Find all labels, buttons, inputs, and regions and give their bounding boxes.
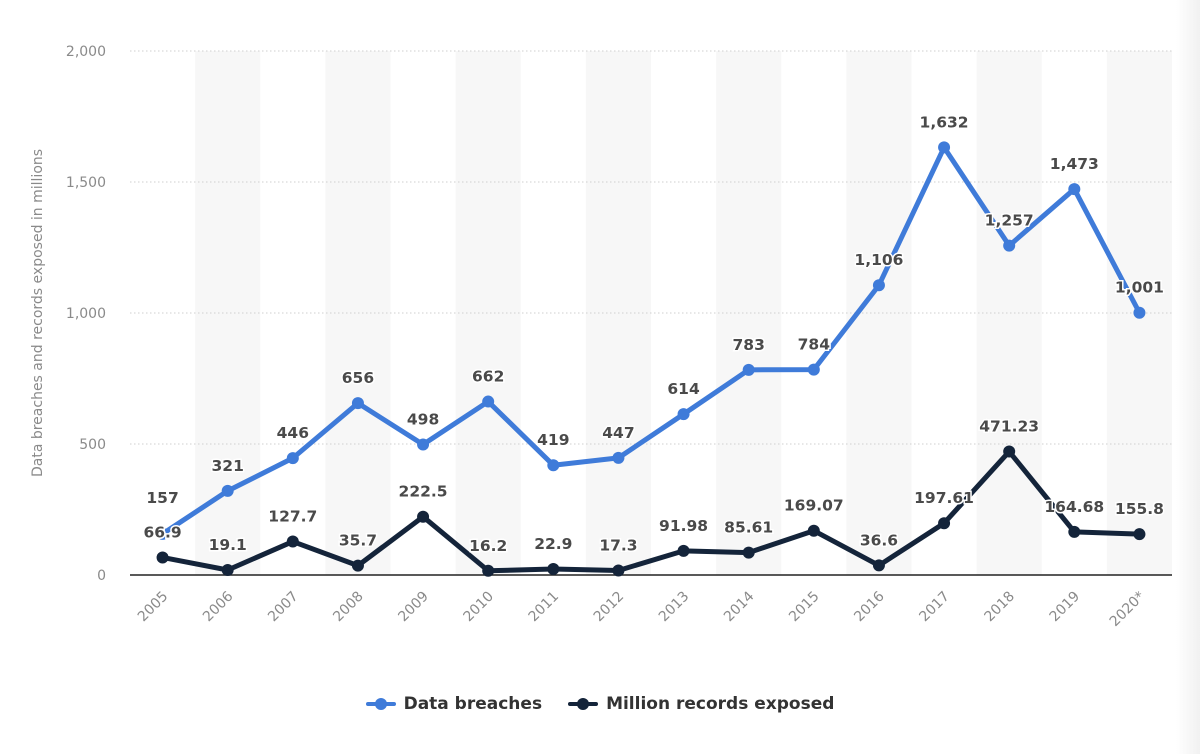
data-label: 321 [212, 457, 244, 475]
data-point [286, 452, 299, 465]
data-point [872, 279, 885, 292]
data-label: 164.68 [1044, 498, 1104, 516]
data-label: 784 [798, 336, 831, 354]
data-label: 447 [602, 424, 634, 442]
data-point [417, 510, 430, 523]
data-point [547, 563, 560, 576]
data-point [807, 524, 820, 537]
x-tick-label: 2009 [395, 589, 432, 626]
x-tick-label: 2015 [786, 589, 823, 626]
legend-marker-icon [365, 698, 396, 710]
x-tick-label: 2018 [982, 589, 1019, 626]
data-label: 35.7 [339, 532, 377, 550]
data-label: 85.61 [724, 519, 773, 537]
data-label: 157 [146, 489, 178, 507]
data-point [1133, 528, 1146, 541]
data-label: 36.6 [860, 531, 898, 549]
data-point [1003, 445, 1016, 458]
legend: Data breaches Million records exposed [0, 694, 1200, 714]
data-point [221, 563, 234, 576]
data-label: 1,473 [1050, 155, 1099, 173]
data-point [156, 551, 169, 564]
data-point [1133, 306, 1146, 319]
x-tick-label: 2012 [591, 589, 628, 626]
x-tick-label: 2016 [851, 588, 888, 625]
x-tick-label: 2006 [200, 588, 237, 625]
data-point [221, 484, 234, 497]
data-point [156, 527, 169, 540]
data-point [612, 451, 625, 464]
data-label: 1,106 [854, 251, 903, 269]
data-point [1068, 525, 1081, 538]
column-band [325, 51, 391, 575]
data-point [1003, 239, 1016, 252]
x-tick-label: 2017 [916, 589, 953, 626]
data-point [742, 363, 755, 376]
data-label: 17.3 [599, 536, 637, 554]
data-label: 1,632 [920, 113, 969, 131]
data-point [677, 544, 690, 557]
x-tick-label: 2011 [526, 589, 563, 626]
data-label: 197.61 [914, 489, 974, 507]
data-point [351, 397, 364, 410]
panel-edge-shadow [1176, 0, 1200, 754]
y-tick-label: 2,000 [66, 44, 106, 60]
y-tick-label: 500 [79, 437, 106, 453]
data-label: 155.8 [1115, 500, 1164, 518]
data-label: 783 [733, 336, 765, 354]
legend-item-records-exposed[interactable]: Million records exposed [568, 694, 834, 714]
data-label: 446 [277, 424, 309, 442]
data-point [807, 363, 820, 376]
legend-item-data-breaches[interactable]: Data breaches [365, 694, 543, 714]
data-label: 19.1 [209, 536, 247, 554]
data-label: 419 [537, 431, 569, 449]
data-label: 1,001 [1115, 279, 1164, 297]
data-label: 656 [342, 369, 374, 387]
data-point [417, 438, 430, 451]
x-tick-label: 2020* [1107, 589, 1148, 630]
data-label: 498 [407, 411, 439, 429]
x-tick-label: 2013 [656, 589, 693, 626]
data-point [482, 395, 495, 408]
legend-marker-icon [568, 698, 599, 710]
data-label: 222.5 [399, 483, 448, 501]
data-label: 1,257 [985, 212, 1034, 230]
series-line-records-exposed [162, 449, 1140, 574]
data-point [351, 559, 364, 572]
data-label: 662 [472, 368, 504, 386]
legend-label: Million records exposed [606, 694, 835, 714]
data-point [938, 141, 951, 154]
data-label: 16.2 [469, 537, 507, 555]
data-point [1068, 183, 1081, 196]
y-tick-label: 1,000 [66, 306, 106, 322]
data-point [677, 408, 690, 421]
data-label: 91.98 [659, 517, 708, 535]
data-point [547, 459, 560, 472]
data-label: 22.9 [534, 535, 572, 553]
y-axis-title: Data breaches and records exposed in mil… [30, 149, 46, 477]
x-tick-label: 2019 [1047, 589, 1084, 626]
x-tick-label: 2005 [135, 589, 172, 626]
legend-label: Data breaches [403, 694, 543, 714]
x-tick-label: 2010 [461, 589, 498, 626]
data-point [286, 535, 299, 548]
x-tick-label: 2007 [265, 589, 302, 626]
line-chart: Data breaches and records exposed in mil… [30, 44, 1172, 630]
data-label: 127.7 [268, 508, 317, 526]
data-label: 169.07 [784, 497, 844, 515]
data-point [482, 564, 495, 577]
data-point [612, 564, 625, 577]
data-point [742, 546, 755, 559]
y-tick-label: 1,500 [66, 175, 106, 191]
data-point [938, 517, 951, 530]
x-tick-label: 2014 [721, 588, 758, 625]
series-line-data-breaches [161, 144, 1142, 536]
data-label: 66.9 [143, 523, 181, 541]
y-tick-label: 0 [97, 568, 106, 584]
data-label: 614 [667, 380, 700, 398]
x-tick-label: 2008 [330, 589, 367, 626]
data-point [872, 559, 885, 572]
data-label: 471.23 [979, 418, 1039, 436]
